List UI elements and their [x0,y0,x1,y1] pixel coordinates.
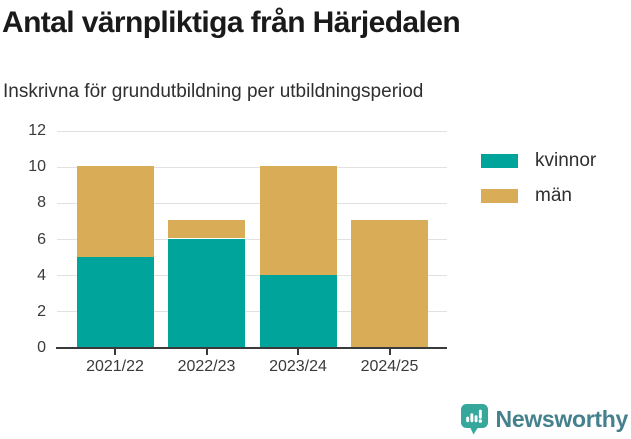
y-tick-label: 10 [28,158,46,176]
gridline-10 [57,166,447,168]
legend-swatch-man [481,189,518,203]
legend-item-man: män [481,185,596,207]
y-tick-label: 0 [37,339,46,356]
x-tick-label: 2021/22 [86,358,144,375]
x-tick-label: 2023/24 [269,358,327,375]
chart-title: Antal värnpliktiga från Härjedalen [2,6,461,39]
gridline-2 [57,311,447,313]
bar-segment-män-2023-24 [259,166,337,275]
chart-subtitle: Inskrivna för grundutbildning per utbild… [3,81,424,102]
y-tick-label: 12 [28,122,46,139]
gridline-12 [57,130,447,132]
x-tick-2022-23 [205,349,208,355]
legend-item-kvinnor: kvinnor [481,150,596,172]
bar-segment-kvinnor-2021-22 [76,256,154,347]
gridline-8 [57,202,447,204]
gridline-6 [57,239,447,240]
x-tick-2024-25 [388,349,391,355]
newsworthy-logo: Newsworthy [460,404,629,435]
y-tick-label: 4 [37,266,46,284]
bar-segment-kvinnor-2022-23 [168,238,245,347]
y-tick-label: 6 [37,230,46,248]
legend-swatch-kvinnor [481,154,518,168]
gridline-4 [57,275,447,277]
x-tick-2021-22 [114,349,116,355]
bar-segment-män-2021-22 [76,166,154,257]
legend-label-kvinnor: kvinnor [535,150,597,171]
newsworthy-logo-text: Newsworthy [495,406,629,432]
y-tick-label: 2 [37,302,46,320]
bar-segment-män-2024-25 [351,220,428,347]
bar-segment-män-2022-23 [168,220,245,239]
x-axis-line [56,347,447,349]
legend-label-man: män [535,185,572,206]
y-tick-label: 8 [37,194,46,212]
x-tick-2023-24 [297,349,299,355]
x-tick-label: 2022/23 [177,358,236,375]
bar-segment-kvinnor-2023-24 [259,274,337,347]
bar-chart-speech-bubble-icon [460,404,488,435]
x-tick-label: 2024/25 [360,358,419,375]
legend: kvinnor män [481,150,596,220]
